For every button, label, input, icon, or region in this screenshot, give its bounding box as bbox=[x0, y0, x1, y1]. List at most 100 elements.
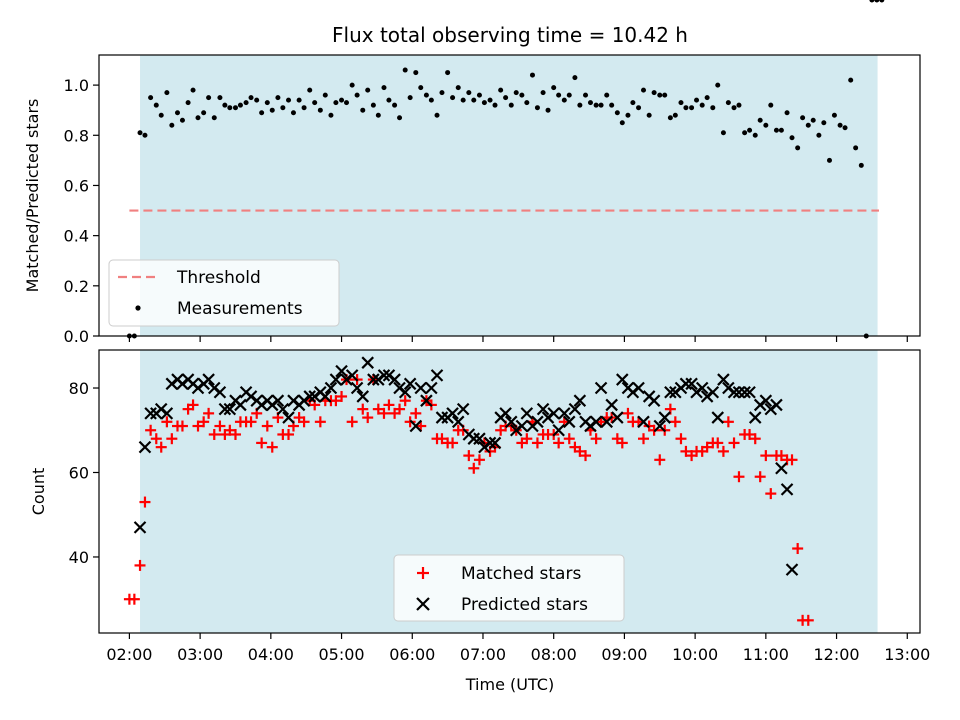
legend-measurements-label: Measurements bbox=[177, 299, 303, 319]
measurement-point bbox=[784, 110, 790, 116]
measurement-point bbox=[487, 97, 493, 103]
measurement-point bbox=[375, 112, 381, 118]
matched-star-point bbox=[214, 420, 226, 432]
measurement-point bbox=[704, 95, 710, 101]
predicted-star-point bbox=[223, 402, 237, 416]
measurement-point bbox=[471, 97, 477, 103]
measurement-point bbox=[344, 100, 350, 106]
matched-star-point bbox=[187, 399, 199, 411]
matched-star-point bbox=[261, 420, 273, 432]
matched-star-point bbox=[722, 416, 734, 428]
predicted-star-point bbox=[785, 563, 799, 576]
predicted-star-point bbox=[605, 398, 618, 412]
predicted-star-point bbox=[467, 432, 481, 445]
predicted-star-point bbox=[647, 394, 661, 407]
measurement-point bbox=[211, 115, 217, 121]
measurement-point bbox=[609, 102, 615, 108]
measurement-point bbox=[174, 110, 180, 116]
predicted-star-point bbox=[685, 377, 698, 391]
x-tick-label: 02:00 bbox=[106, 645, 152, 664]
measurement-point bbox=[434, 112, 440, 118]
matched-star-point bbox=[733, 471, 745, 483]
measurement-point bbox=[492, 102, 498, 108]
ratio-panel: 0.0 0.2 0.4 0.6 0.8 1.0 Matched/Predicted sta… bbox=[23, 0, 921, 346]
matched-star-point bbox=[346, 416, 358, 428]
measurement-point bbox=[768, 102, 774, 108]
measurement-point bbox=[789, 135, 795, 141]
measurement-point bbox=[206, 95, 212, 101]
measurement-point bbox=[148, 95, 154, 101]
matched-star-point bbox=[574, 445, 586, 457]
measurement-point bbox=[683, 105, 689, 111]
predicted-star-point bbox=[594, 381, 608, 395]
predicted-star-point bbox=[446, 407, 459, 420]
x-tick-label: 09:00 bbox=[601, 645, 647, 664]
measurement-point bbox=[689, 105, 695, 111]
bottom-axes-frame bbox=[98, 349, 921, 634]
measurement-point bbox=[275, 95, 281, 101]
measurement-point bbox=[407, 95, 413, 101]
y-tick-label: 0.2 bbox=[64, 277, 89, 296]
measurement-point bbox=[423, 92, 429, 98]
measurement-point bbox=[349, 82, 355, 88]
measurement-point bbox=[455, 85, 461, 91]
measurement-point bbox=[237, 102, 243, 108]
measurement-point bbox=[439, 90, 445, 96]
matched-star-point bbox=[563, 433, 575, 445]
measurement-point bbox=[392, 102, 398, 108]
predicted-star-point bbox=[632, 381, 645, 395]
measurement-point bbox=[763, 122, 769, 128]
predicted-star-point bbox=[367, 373, 380, 386]
predicted-star-point bbox=[653, 419, 667, 433]
bottom-y-ticks: 40 60 80 bbox=[69, 379, 99, 567]
measurement-point bbox=[545, 107, 551, 113]
x-tick-label: 05:00 bbox=[318, 645, 364, 664]
predicted-star-point bbox=[488, 436, 502, 450]
measurement-point bbox=[354, 92, 360, 98]
top-legend-box bbox=[108, 259, 340, 327]
measurement-point bbox=[678, 100, 684, 106]
predicted-star-point bbox=[658, 411, 671, 424]
measurement-point bbox=[339, 97, 345, 103]
predicted-star-points bbox=[133, 356, 799, 576]
matched-star-point bbox=[680, 445, 692, 457]
predicted-star-point bbox=[335, 364, 348, 378]
matched-star-point bbox=[161, 416, 173, 428]
bottom-x-ticks: 02:00 03:00 04:00 05:00 06:00 07:00 08:00 09:00… bbox=[106, 633, 930, 664]
predicted-star-point bbox=[451, 415, 465, 429]
predicted-star-point bbox=[345, 369, 359, 382]
matched-star-point bbox=[176, 420, 188, 432]
matched-star-point bbox=[139, 496, 151, 508]
predicted-star-point bbox=[234, 398, 247, 412]
measurement-point bbox=[498, 87, 504, 93]
measurement-point bbox=[593, 102, 599, 108]
matched-star-point bbox=[134, 559, 146, 571]
measurement-point bbox=[657, 92, 663, 98]
measurement-point bbox=[195, 115, 201, 121]
matched-star-point bbox=[468, 462, 480, 474]
measurement-point bbox=[625, 112, 631, 118]
matched-star-point bbox=[298, 416, 310, 428]
predicted-star-point bbox=[520, 407, 534, 420]
bottom-legend: Matched stars Predicted stars bbox=[393, 554, 625, 622]
matched-star-point bbox=[357, 403, 369, 415]
predicted-star-point bbox=[616, 373, 629, 386]
measurement-point bbox=[800, 115, 806, 121]
predicted-star-point bbox=[547, 407, 560, 420]
measurement-point bbox=[365, 87, 371, 93]
matched-star-point bbox=[314, 416, 326, 428]
measurement-point bbox=[413, 70, 419, 76]
matched-star-point bbox=[166, 433, 178, 445]
predicted-star-point bbox=[361, 356, 374, 369]
matched-star-point bbox=[362, 412, 374, 424]
matched-star-point bbox=[256, 437, 268, 449]
measurement-points bbox=[126, 0, 885, 339]
predicted-star-point bbox=[435, 411, 449, 424]
y-tick-label: 0.0 bbox=[64, 327, 89, 346]
predicted-star-point bbox=[531, 415, 544, 429]
measurement-point bbox=[232, 105, 238, 111]
measurement-point bbox=[710, 105, 716, 111]
measurement-point bbox=[598, 102, 604, 108]
legend-predicted-label: Predicted stars bbox=[461, 595, 588, 615]
measurement-point bbox=[853, 145, 859, 151]
